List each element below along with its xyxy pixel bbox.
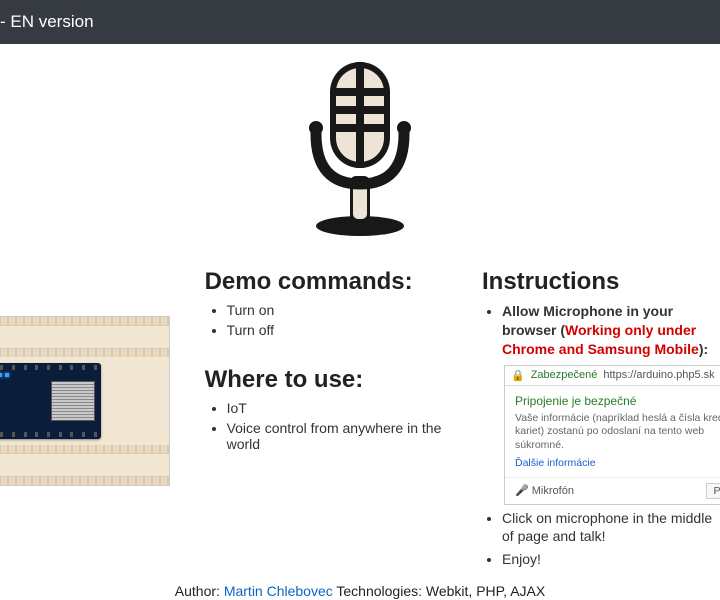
microphone-icon[interactable] xyxy=(280,56,440,256)
mic-label: Mikrofón xyxy=(532,485,574,497)
list-item: IoT xyxy=(227,400,462,416)
column-right: Instructions Allow Microphone in your br… xyxy=(482,264,720,573)
where-heading: Where to use: xyxy=(205,366,462,394)
security-body: Pripojenie je bezpečné Vaše informácie (… xyxy=(505,386,720,477)
security-url: https://arduino.php5.sk xyxy=(603,369,714,381)
mic-row-left: 🎤 Mikrofón xyxy=(515,484,574,497)
where-list: IoT Voice control from anywhere in the w… xyxy=(205,400,462,452)
instr-paren-close: ): xyxy=(699,341,708,357)
list-item: Turn on xyxy=(227,302,462,318)
instructions-heading: Instructions xyxy=(482,268,720,296)
demo-list: Turn on Turn off xyxy=(205,302,462,338)
topbar: - EN version xyxy=(0,0,720,44)
hero-section xyxy=(0,44,720,262)
list-item: Click on microphone in the middle of pag… xyxy=(502,509,720,547)
columns: te Demo commands: Turn on Turn of xyxy=(0,262,720,573)
list-item: Enjoy! xyxy=(502,550,720,569)
security-gray: Vaše informácie (napríklad heslá a čísla… xyxy=(515,412,720,453)
security-label: Zabezpečené xyxy=(531,369,598,381)
footer: Author: Martin Chlebovec Technologies: W… xyxy=(0,583,720,599)
security-mic-row: 🎤 Mikrofón Povoliť xyxy=(505,477,720,504)
lock-icon: 🔒 xyxy=(511,369,525,382)
instructions-list: Allow Microphone in your browser (Workin… xyxy=(482,302,720,359)
mic-small-icon: 🎤 xyxy=(515,485,529,497)
allow-button[interactable]: Povoliť xyxy=(706,483,720,499)
column-left: te xyxy=(0,264,185,573)
left-heading: te xyxy=(0,268,185,296)
list-item: Turn off xyxy=(227,322,462,338)
footer-prefix: Author: xyxy=(175,583,224,599)
list-item: Allow Microphone in your browser (Workin… xyxy=(502,302,720,359)
demo-heading: Demo commands: xyxy=(205,268,462,296)
board-photo xyxy=(0,316,170,486)
security-urlbar: 🔒 Zabezpečené https://arduino.php5.sk xyxy=(505,366,720,386)
security-safe: Pripojenie je bezpečné xyxy=(515,394,720,408)
instructions-list-2: Click on microphone in the middle of pag… xyxy=(482,509,720,570)
author-link[interactable]: Martin Chlebovec xyxy=(224,583,333,599)
footer-suffix: Technologies: Webkit, PHP, AJAX xyxy=(333,583,545,599)
security-popup: 🔒 Zabezpečené https://arduino.php5.sk Pr… xyxy=(504,365,720,505)
list-item: Voice control from anywhere in the world xyxy=(227,420,462,452)
topbar-title: - EN version xyxy=(0,12,94,32)
security-more-link[interactable]: Ďalšie informácie xyxy=(515,457,596,469)
column-middle: Demo commands: Turn on Turn off Where to… xyxy=(205,264,462,573)
